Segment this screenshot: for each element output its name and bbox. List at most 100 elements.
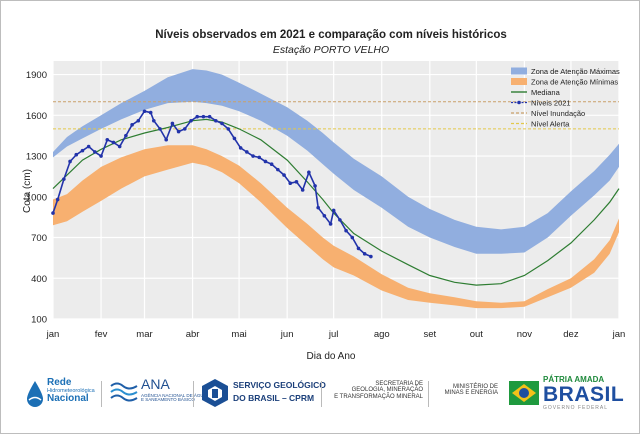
footer-logos: Rede Hidrometeorológica Nacional ANA AGÊ… — [23, 367, 625, 419]
data-point-nivel-2021 — [74, 152, 79, 157]
x-tick-label: jan — [612, 329, 626, 340]
data-point-nivel-2021 — [99, 154, 103, 158]
data-point-nivel-2021 — [189, 118, 193, 123]
brazil-flag-icon — [509, 381, 539, 405]
data-point-nivel-2021 — [251, 154, 255, 158]
cprm-hexagon-icon — [202, 379, 228, 407]
legend-label: Mediana — [531, 88, 561, 97]
x-axis-label: Dia do Ano — [307, 351, 356, 362]
legend-swatch — [511, 67, 527, 75]
data-point-nivel-2021 — [124, 133, 128, 138]
data-point-nivel-2021 — [151, 118, 156, 123]
band-zona-de-aten-o-m-ximas — [53, 69, 619, 254]
data-point-nivel-2021 — [356, 246, 361, 251]
logo-text: PÁTRIA AMADA — [543, 375, 605, 384]
y-tick-label: 1600 — [26, 111, 47, 122]
data-point-nivel-2021 — [220, 121, 224, 126]
data-point-nivel-2021 — [344, 228, 348, 233]
divider — [101, 381, 102, 407]
data-point-nivel-2021 — [136, 118, 141, 123]
data-point-nivel-2021 — [288, 181, 293, 186]
series-line-mediana — [52, 118, 620, 286]
logo-text: GOVERNO FEDERAL — [543, 405, 609, 412]
rede-hidro-logo-icon — [27, 381, 43, 407]
data-point-nivel-2021 — [294, 180, 299, 184]
plot-area: 100 400 700 1000 1300 1600 1900 jan fev mar abr mai… — [26, 61, 625, 340]
data-point-nivel-2021 — [313, 184, 317, 188]
logo-text: MINAS E ENERGIA — [444, 390, 498, 397]
data-point-nivel-2021 — [201, 114, 206, 119]
data-point-nivel-2021 — [338, 218, 342, 222]
x-tick-label: dez — [563, 329, 579, 340]
logo-text: AGÊNCIA NACIONAL DE ÁGUAS — [141, 392, 210, 398]
logo-text: Rede — [47, 377, 72, 388]
x-tick-label: nov — [517, 329, 533, 340]
data-point-nivel-2021 — [322, 214, 327, 218]
logo-text: Hidrometeorológica — [47, 387, 95, 394]
logo-text: MINISTÉRIO DE — [452, 384, 498, 390]
x-tick-label: mai — [231, 329, 246, 340]
x-tick-label: ago — [374, 329, 390, 340]
logo-text: BRASIL — [543, 383, 625, 407]
x-tick-label: out — [470, 329, 484, 340]
logo-text: GEOLOGIA, MINERAÇÃO — [351, 387, 423, 394]
data-point-nivel-2021 — [93, 150, 97, 154]
y-tick-label: 100 — [31, 315, 47, 326]
logo-text: ANA — [141, 376, 170, 392]
logo-text: Nacional — [47, 393, 89, 405]
x-tick-label: jul — [328, 329, 339, 340]
data-point-nivel-2021 — [238, 146, 243, 150]
data-point-nivel-2021 — [226, 127, 231, 131]
data-point-nivel-2021 — [369, 254, 373, 259]
x-tick-label: set — [423, 329, 436, 340]
data-point-nivel-2021 — [164, 137, 168, 142]
data-point-nivel-2021 — [316, 205, 320, 210]
logo-ministerio: MINISTÉRIO DE MINAS E ENERGIA — [433, 384, 498, 397]
divider — [321, 381, 322, 407]
chart-subtitle: Estação PORTO VELHO — [273, 44, 389, 56]
y-axis-label: Cota (cm) — [22, 169, 33, 213]
logo-text: SECRETARIA DE — [375, 381, 423, 387]
data-point-nivel-2021 — [195, 114, 200, 119]
data-point-nivel-2021 — [86, 144, 91, 149]
data-point-nivel-2021 — [232, 136, 237, 141]
data-point-nivel-2021 — [105, 137, 110, 142]
data-point-nivel-2021 — [207, 114, 212, 119]
x-tick-label: jun — [280, 329, 294, 340]
data-point-nivel-2021 — [362, 252, 367, 256]
logo-text: E TRANSFORMAÇÃO MINERAL — [334, 393, 423, 400]
data-point-nivel-2021 — [276, 167, 280, 172]
legend-label: Nível Inundação — [531, 109, 585, 118]
data-point-nivel-2021 — [55, 197, 60, 202]
data-point-nivel-2021 — [328, 222, 333, 226]
legend-swatch-marker — [517, 100, 521, 105]
logo-text: DO BRASIL – CPRM — [233, 392, 315, 403]
logo-text: E SANEAMENTO BÁSICO — [141, 397, 195, 403]
data-point-nivel-2021 — [183, 127, 187, 131]
data-point-nivel-2021 — [170, 121, 175, 126]
data-point-nivel-2021 — [80, 148, 85, 153]
x-tick-label: jan — [46, 329, 60, 340]
legend-label: Zona de Atenção Mínimas — [531, 78, 618, 87]
x-tick-label: mar — [136, 329, 152, 340]
data-point-nivel-2021 — [245, 150, 249, 154]
y-tick-label: 1900 — [26, 70, 47, 81]
chart-title: Níveis observados em 2021 e comparação c… — [155, 29, 507, 41]
data-point-nivel-2021 — [282, 173, 286, 177]
logo-ana: ANA AGÊNCIA NACIONAL DE ÁGUAS E SANEAMEN… — [141, 377, 210, 403]
legend: Zona de Atenção Máximas Zona de Atenção M… — [511, 67, 620, 129]
data-point-nivel-2021 — [307, 170, 311, 175]
data-point-nivel-2021 — [214, 118, 218, 123]
divider — [193, 381, 194, 407]
data-point-nivel-2021 — [51, 211, 55, 215]
legend-swatch — [511, 78, 527, 85]
data-point-nivel-2021 — [350, 235, 355, 240]
ana-waves-icon — [110, 382, 138, 402]
y-tick-label: 1000 — [26, 192, 47, 203]
data-point-nivel-2021 — [142, 109, 147, 114]
data-point-nivel-2021 — [62, 177, 66, 181]
data-point-nivel-2021 — [158, 127, 162, 131]
divider — [428, 381, 429, 407]
y-tick-label: 700 — [31, 233, 47, 244]
